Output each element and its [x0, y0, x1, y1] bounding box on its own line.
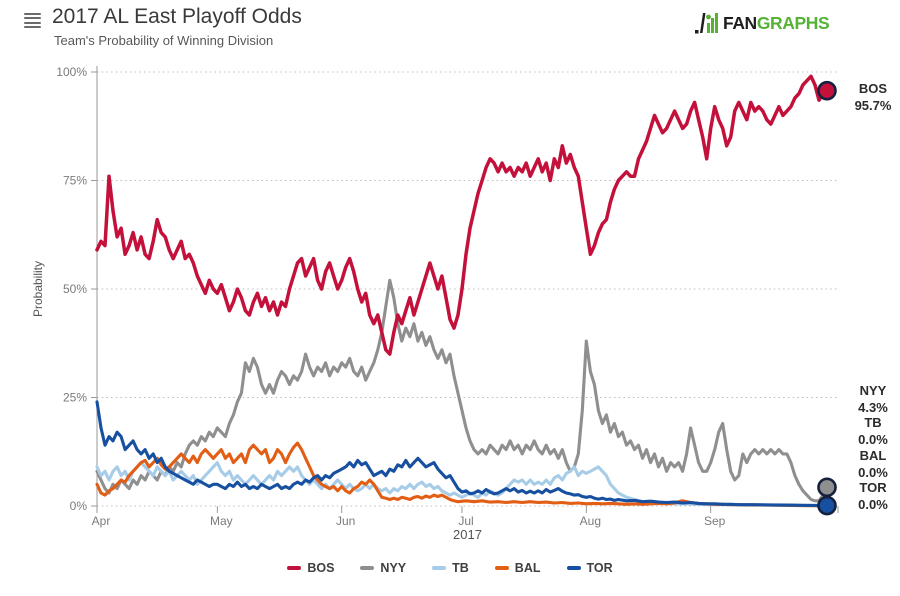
legend-item-TOR[interactable]: TOR	[566, 561, 613, 575]
chart-legend: BOS NYY TB BAL TOR	[0, 561, 900, 575]
end-marker-TOR	[817, 495, 837, 516]
series-line-TOR	[95, 400, 829, 508]
end-label-BOS: BOS 95.7%	[843, 80, 900, 114]
page-title: 2017 AL East Playoff Odds	[52, 5, 302, 28]
end-marker-NYY	[817, 477, 837, 498]
y-tick-label-25: 25%	[63, 391, 87, 405]
logo-text-fan: FAN	[723, 13, 757, 33]
legend-swatch-TB	[432, 566, 447, 570]
y-tick-label-0: 0%	[70, 499, 88, 513]
y-tick-label-75: 75%	[63, 174, 87, 188]
chart-menu-button[interactable]	[24, 13, 41, 28]
legend-label: BAL	[514, 561, 541, 575]
legend-label: BOS	[307, 561, 335, 575]
end-label-TB: TB 0.0%	[843, 414, 900, 448]
fangraphs-logo-icon	[695, 13, 718, 34]
end-label-value: 0.0%	[858, 497, 888, 513]
legend-label: TOR	[586, 561, 613, 575]
legend-swatch-NYY	[360, 566, 375, 570]
legend-swatch-BOS	[287, 566, 302, 570]
end-label-team: NYY	[859, 382, 887, 398]
end-marker-BOS	[817, 80, 837, 101]
series-line-BAL	[95, 441, 829, 508]
legend-item-TB[interactable]: TB	[432, 561, 469, 575]
series-line-NYY	[95, 278, 829, 503]
fangraphs-logo[interactable]: FANGRAPHS	[694, 11, 830, 35]
end-label-team: BOS	[858, 81, 888, 97]
x-tick-label-Jul: Jul	[458, 514, 473, 528]
end-label-team: BAL	[859, 447, 887, 463]
end-label-value: 95.7%	[854, 98, 892, 114]
page-subtitle: Team's Probability of Winning Division	[54, 33, 274, 48]
series-line-BOS	[95, 74, 829, 356]
x-tick-label-Jun: Jun	[336, 514, 355, 528]
hamburger-menu-icon	[24, 13, 41, 16]
end-label-team: TB	[864, 415, 882, 431]
legend-item-BOS[interactable]: BOS	[287, 561, 334, 575]
end-label-TOR: TOR 0.0%	[843, 479, 900, 513]
legend-item-NYY[interactable]: NYY	[360, 561, 406, 575]
end-label-team: TOR	[859, 480, 887, 496]
x-tick-label-Sep: Sep	[704, 514, 726, 528]
end-label-value: 4.3%	[858, 399, 888, 415]
x-tick-label-Apr: Apr	[92, 514, 111, 528]
legend-item-BAL[interactable]: BAL	[494, 561, 541, 575]
logo-text-graphs: GRAPHS	[756, 13, 830, 33]
x-axis-year-label: 2017	[453, 527, 482, 542]
y-tick-label-50: 50%	[63, 282, 87, 296]
end-label-value: 0.0%	[858, 464, 888, 480]
y-tick-label-100: 100%	[56, 65, 87, 79]
end-label-NYY: NYY 4.3%	[843, 382, 900, 416]
end-label-value: 0.0%	[858, 432, 888, 448]
legend-swatch-TOR	[566, 566, 581, 570]
x-tick-label-May: May	[210, 514, 233, 528]
x-tick-label-Aug: Aug	[580, 514, 601, 528]
legend-label: NYY	[380, 561, 407, 575]
legend-swatch-BAL	[494, 566, 509, 570]
end-label-BAL: BAL 0.0%	[843, 447, 900, 481]
legend-label: TB	[452, 561, 469, 575]
